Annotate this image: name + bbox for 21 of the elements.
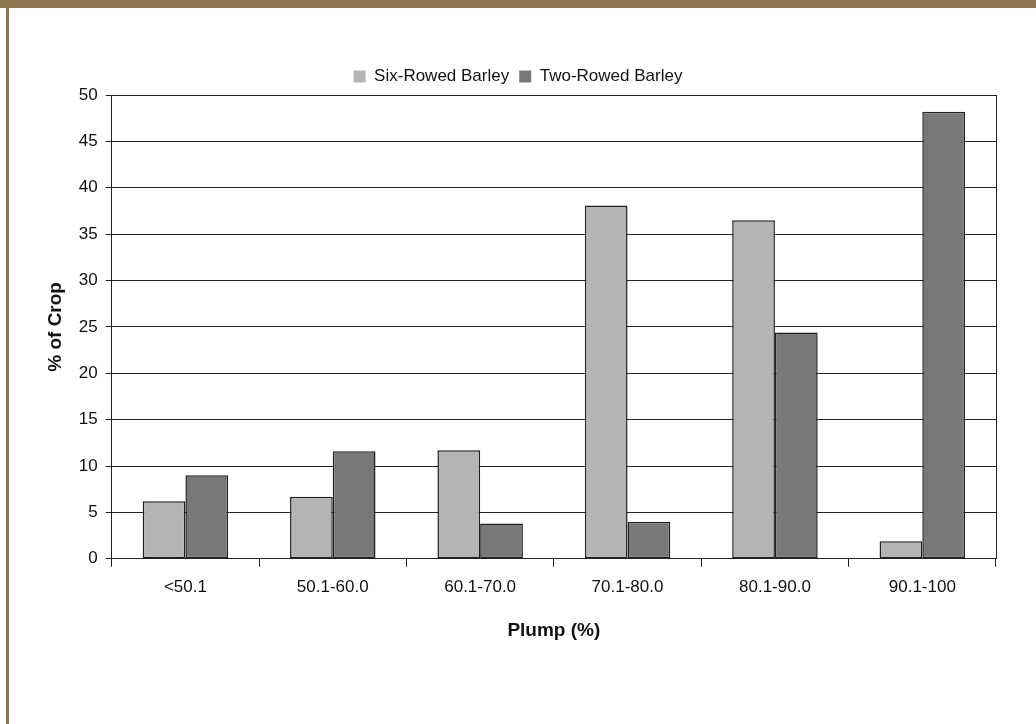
y-tick-label: 0 [88,548,98,568]
x-axis-title: Plump (%) [507,618,601,640]
y-tick-label: 40 [78,177,98,197]
x-tick-label: <50.1 [163,576,207,596]
y-tick-label: 35 [78,223,98,243]
y-tick-label: 45 [78,131,98,151]
x-tick-label: 70.1-80.0 [591,576,664,596]
x-tick-label: 60.1-70.0 [444,576,517,596]
y-tick-label: 30 [78,270,98,290]
y-tick-label: 25 [78,316,98,336]
y-tick-label: 5 [88,502,98,522]
y-tick-label: 20 [78,362,98,382]
y-tick-label: 15 [78,409,98,429]
x-tick-label: 80.1-90.0 [739,576,811,596]
legend-label: Six-Rowed Barley [374,66,510,86]
x-tick-label: 50.1-60.0 [296,576,369,596]
legend-label: Two-Rowed Barley [539,66,683,86]
y-tick-label: 50 [78,84,98,104]
x-tick-label: 90.1-100 [888,576,956,596]
y-tick-label: 10 [78,455,98,475]
y-axis-title: % of Crop [43,282,65,372]
